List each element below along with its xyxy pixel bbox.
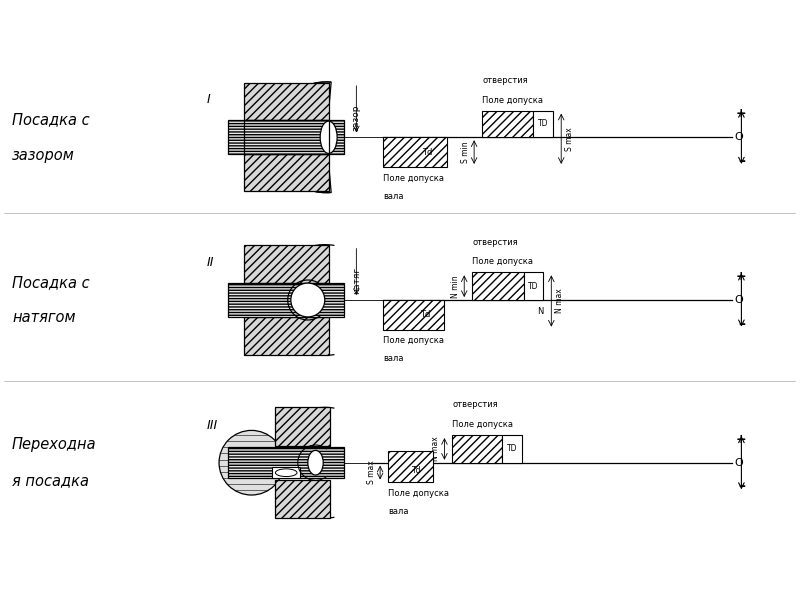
Bar [270, 407, 325, 518]
Bar [523, 272, 543, 300]
Bar [244, 121, 329, 154]
Text: Поле допуска: Поле допуска [383, 174, 444, 183]
Text: +: + [736, 433, 746, 446]
Text: Поле допуска: Поле допуска [452, 420, 514, 429]
Bar [244, 83, 329, 121]
Text: –: – [738, 479, 745, 493]
Text: O: O [734, 132, 743, 142]
Text: N max: N max [555, 289, 564, 313]
Bar [219, 430, 284, 495]
Text: O: O [734, 295, 743, 305]
Text: TD: TD [506, 445, 517, 454]
Bar [274, 479, 330, 518]
Text: Посадка с: Посадка с [12, 112, 90, 127]
Text: +: + [736, 270, 746, 283]
Text: вала: вала [388, 507, 409, 516]
Bar [228, 121, 344, 154]
Text: N: N [537, 307, 543, 316]
Text: III: III [207, 419, 218, 432]
Text: натяг: натяг [352, 267, 361, 294]
Text: –: – [738, 154, 745, 168]
Text: Поле допуска: Поле допуска [383, 337, 444, 346]
Bar [228, 448, 344, 478]
Text: +: + [736, 107, 746, 120]
Bar [388, 451, 433, 482]
Text: отверстия: отверстия [452, 400, 498, 409]
Text: N max: N max [431, 437, 441, 461]
Text: я посадка: я посадка [12, 473, 89, 488]
Text: S max: S max [367, 461, 376, 484]
Text: I: I [207, 94, 210, 106]
Text: зазором: зазором [12, 148, 75, 163]
Wedge shape [270, 82, 331, 193]
Bar [502, 435, 522, 463]
Circle shape [219, 430, 284, 495]
Text: Td: Td [412, 466, 422, 475]
Text: вала: вала [383, 191, 403, 200]
Text: TD: TD [528, 281, 538, 290]
Bar [383, 137, 447, 167]
Bar [383, 300, 445, 329]
Ellipse shape [275, 469, 297, 476]
Ellipse shape [308, 451, 323, 475]
Text: N min: N min [451, 275, 460, 298]
Text: II: II [207, 256, 214, 269]
Text: вала: вала [383, 354, 403, 363]
Text: Поле допуска: Поле допуска [482, 96, 543, 105]
Text: Переходна: Переходна [12, 437, 97, 452]
Text: –: – [738, 317, 745, 331]
Bar [244, 245, 329, 283]
Bar [482, 110, 534, 137]
Text: отверстия: отверстия [472, 238, 518, 247]
Ellipse shape [320, 121, 337, 154]
Text: Td: Td [422, 148, 432, 157]
Bar [272, 467, 300, 478]
Bar [472, 272, 523, 300]
Bar [452, 435, 502, 463]
Text: TD: TD [538, 119, 549, 128]
Text: Поле допуска: Поле допуска [472, 257, 533, 266]
Bar [244, 317, 329, 355]
Bar [270, 245, 325, 355]
Text: Td: Td [420, 310, 430, 319]
Text: натягом: натягом [12, 310, 75, 325]
Text: отверстия: отверстия [482, 76, 528, 85]
Text: S max: S max [565, 127, 574, 151]
Bar [274, 407, 330, 446]
Bar [244, 154, 329, 191]
Text: S min: S min [461, 141, 470, 163]
Text: Поле допуска: Поле допуска [388, 490, 449, 499]
Circle shape [291, 283, 325, 317]
Text: Посадка с: Посадка с [12, 275, 90, 290]
Text: O: O [734, 458, 743, 468]
Bar [534, 110, 554, 137]
Text: зазор: зазор [352, 105, 361, 131]
Bar [228, 283, 344, 317]
